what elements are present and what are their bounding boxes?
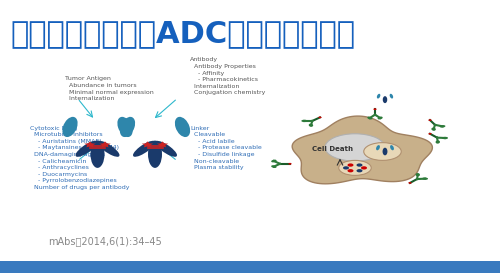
Ellipse shape <box>90 141 104 168</box>
Ellipse shape <box>382 148 388 155</box>
Polygon shape <box>84 141 96 147</box>
Ellipse shape <box>271 160 276 162</box>
Ellipse shape <box>436 140 440 144</box>
Text: mAbs，2014,6(1):34–45: mAbs，2014,6(1):34–45 <box>48 236 162 246</box>
Ellipse shape <box>390 94 393 99</box>
Ellipse shape <box>76 141 98 157</box>
Circle shape <box>343 166 349 170</box>
Ellipse shape <box>440 125 446 127</box>
Ellipse shape <box>133 141 155 157</box>
Ellipse shape <box>422 177 428 180</box>
Ellipse shape <box>62 117 78 137</box>
Ellipse shape <box>442 137 448 139</box>
Ellipse shape <box>98 141 120 157</box>
Text: Tumor Antigen
  Abundance in tumors
  Minimal normal expression
  Internalizatio: Tumor Antigen Abundance in tumors Minima… <box>65 76 154 101</box>
Ellipse shape <box>390 145 394 150</box>
Circle shape <box>356 169 362 172</box>
Ellipse shape <box>377 94 380 99</box>
Circle shape <box>374 108 376 110</box>
Text: Antibody
  Antibody Properties
    - Affinity
    - Pharmacokinetics
  Internali: Antibody Antibody Properties - Affinity … <box>190 57 266 95</box>
Text: Linker
  Cleavable
    - Acid labile
    - Protease cleavable
    - Disulfide li: Linker Cleavable - Acid labile - Proteas… <box>190 126 262 170</box>
Ellipse shape <box>364 143 401 161</box>
Ellipse shape <box>175 117 190 137</box>
Ellipse shape <box>383 96 387 103</box>
Polygon shape <box>157 141 168 147</box>
Ellipse shape <box>308 124 313 127</box>
Ellipse shape <box>118 117 132 137</box>
Circle shape <box>361 166 367 170</box>
Ellipse shape <box>155 141 177 157</box>
Polygon shape <box>142 141 153 147</box>
Text: 抗体药物偶联物（ADC）的组成及作用: 抗体药物偶联物（ADC）的组成及作用 <box>10 19 355 48</box>
Polygon shape <box>100 141 110 147</box>
Circle shape <box>288 163 292 165</box>
Circle shape <box>348 164 354 167</box>
Ellipse shape <box>325 134 385 161</box>
Ellipse shape <box>302 120 308 122</box>
Ellipse shape <box>339 160 371 176</box>
Ellipse shape <box>376 145 380 150</box>
Circle shape <box>428 119 432 121</box>
Ellipse shape <box>368 117 372 120</box>
Text: Cell Death: Cell Death <box>312 146 353 152</box>
Circle shape <box>356 164 362 167</box>
Text: Cytotoxic Drug
  Microtubule inhibitors
    - Auristatins (MMAE)
    - Maytansin: Cytotoxic Drug Microtubule inhibitors - … <box>30 126 130 190</box>
Ellipse shape <box>120 117 135 137</box>
Ellipse shape <box>271 165 276 168</box>
Circle shape <box>318 117 322 118</box>
Circle shape <box>428 133 432 135</box>
Polygon shape <box>292 116 432 184</box>
Ellipse shape <box>378 117 382 120</box>
Ellipse shape <box>416 173 420 176</box>
FancyBboxPatch shape <box>0 261 500 273</box>
Ellipse shape <box>432 127 436 131</box>
Ellipse shape <box>148 141 162 168</box>
Circle shape <box>348 169 354 172</box>
Circle shape <box>408 182 412 184</box>
